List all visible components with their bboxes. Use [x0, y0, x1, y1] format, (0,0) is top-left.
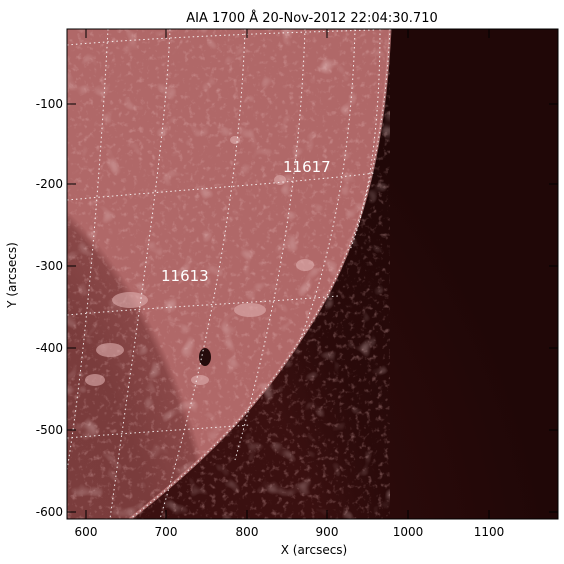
y-tick-label: -300	[36, 259, 63, 273]
x-tick-label: 1100	[474, 525, 505, 539]
heliographic-grid	[67, 29, 391, 519]
active-region-label-11613: 11613	[161, 267, 209, 285]
x-axis-label: X (arcsecs)	[281, 543, 348, 557]
active-region-label-11617: 11617	[283, 158, 331, 176]
y-axis-ticks	[67, 103, 558, 513]
y-tick-labels: -100 -200 -300 -400 -500 -600	[36, 97, 63, 519]
y-tick-label: -200	[36, 177, 63, 191]
solar-image: 11617 11613	[67, 29, 558, 519]
sunspot	[199, 348, 211, 366]
plot-frame	[66, 28, 559, 520]
x-tick-labels: 600 700 800 900 1000 1100	[75, 525, 505, 539]
x-axis-ticks	[85, 29, 490, 519]
y-axis-label: Y (arcsecs)	[5, 242, 19, 309]
x-tick-label: 800	[236, 525, 259, 539]
x-tick-label: 600	[75, 525, 98, 539]
figure-title: AIA 1700 Å 20-Nov-2012 22:04:30.710	[186, 10, 438, 26]
x-tick-label: 900	[316, 525, 339, 539]
x-tick-label: 700	[155, 525, 178, 539]
plage-regions	[85, 136, 314, 386]
y-tick-label: -500	[36, 423, 63, 437]
y-tick-label: -100	[36, 97, 63, 111]
y-tick-label: -600	[36, 505, 63, 519]
y-tick-label: -400	[36, 341, 63, 355]
solar-disk	[67, 29, 392, 519]
x-tick-label: 1000	[393, 525, 424, 539]
